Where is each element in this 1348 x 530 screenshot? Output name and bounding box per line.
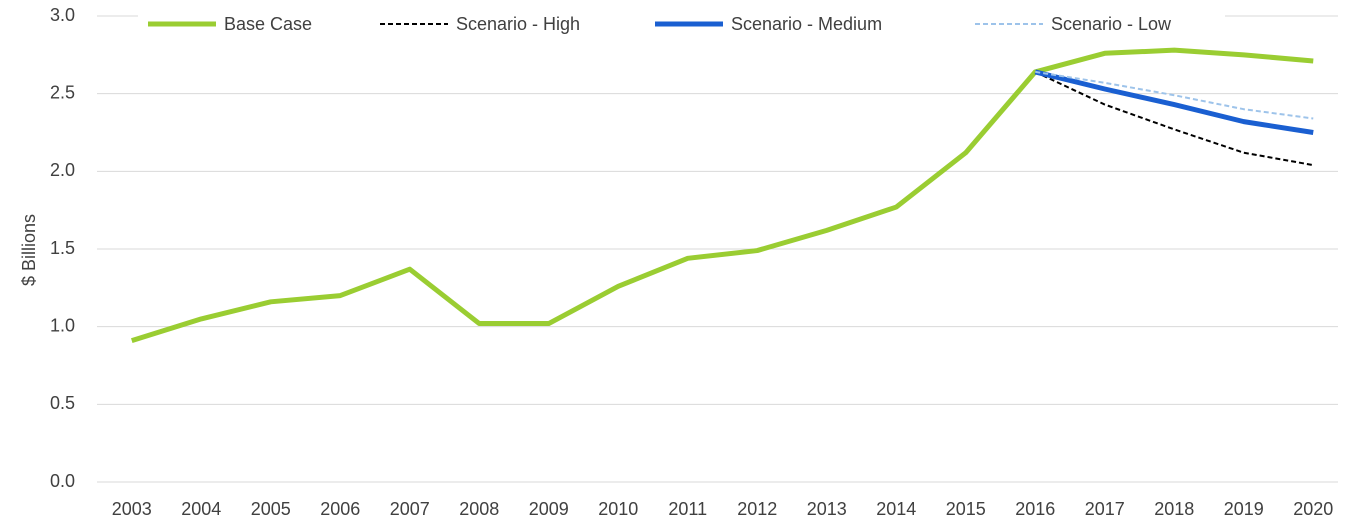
legend-label: Scenario - High <box>456 14 580 34</box>
x-tick-label: 2020 <box>1293 499 1333 519</box>
y-tick-label: 1.5 <box>50 238 75 258</box>
legend-label: Base Case <box>224 14 312 34</box>
x-tick-label: 2004 <box>181 499 221 519</box>
x-tick-label: 2003 <box>112 499 152 519</box>
y-tick-label: 0.0 <box>50 471 75 491</box>
series-line <box>1034 69 1314 135</box>
y-tick-label: 2.5 <box>50 82 75 102</box>
x-tick-label: 2009 <box>529 499 569 519</box>
legend-label: Scenario - Medium <box>731 14 882 34</box>
x-tick-label: 2006 <box>320 499 360 519</box>
series-line <box>131 47 1314 344</box>
x-tick-label: 2016 <box>1015 499 1055 519</box>
x-tick-label: 2007 <box>390 499 430 519</box>
y-axis-label: $ Billions <box>19 214 39 286</box>
x-tick-label: 2018 <box>1154 499 1194 519</box>
x-tick-label: 2008 <box>459 499 499 519</box>
x-tick-label: 2015 <box>946 499 986 519</box>
x-tick-label: 2010 <box>598 499 638 519</box>
x-tick-label: 2013 <box>807 499 847 519</box>
legend-label: Scenario - Low <box>1051 14 1172 34</box>
y-tick-label: 2.0 <box>50 160 75 180</box>
x-tick-label: 2017 <box>1085 499 1125 519</box>
series-line <box>1034 71 1314 167</box>
x-tick-label: 2012 <box>737 499 777 519</box>
x-tick-label: 2005 <box>251 499 291 519</box>
x-tick-label: 2011 <box>668 499 707 519</box>
series-line <box>1035 70 1314 120</box>
y-tick-label: 1.0 <box>50 315 75 335</box>
x-tick-label: 2014 <box>876 499 916 519</box>
x-tick-label: 2019 <box>1224 499 1264 519</box>
y-tick-label: 3.0 <box>50 5 75 25</box>
y-tick-label: 0.5 <box>50 393 75 413</box>
